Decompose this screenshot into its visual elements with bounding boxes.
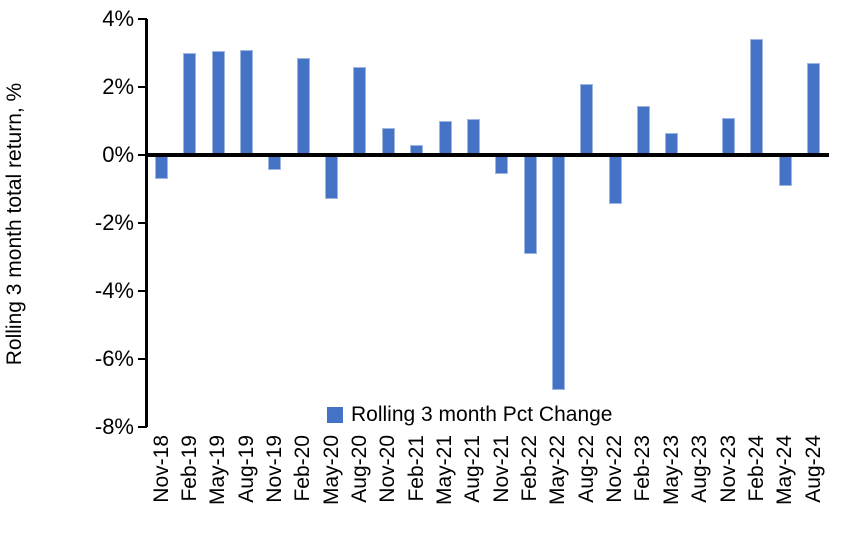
bar-Feb-22 — [523, 155, 537, 254]
x-tick-label-Aug-21: Aug-21 — [461, 435, 485, 503]
legend-swatch-icon — [327, 407, 343, 423]
x-tick-label-May-19: May-19 — [206, 435, 230, 506]
x-tick-label-Feb-21: Feb-21 — [404, 435, 428, 502]
bar-Feb-19 — [183, 53, 197, 155]
x-tick-label-Feb-20: Feb-20 — [291, 435, 315, 502]
bar-Feb-20 — [296, 58, 310, 155]
bar-Feb-24 — [750, 39, 764, 155]
x-tick-label-May-20: May-20 — [319, 435, 343, 506]
y-tick-label: -2% — [94, 210, 134, 235]
x-tick-label-May-23: May-23 — [659, 435, 683, 506]
zero-baseline — [145, 153, 829, 157]
x-tick-label-Feb-24: Feb-24 — [744, 435, 768, 502]
x-tick-label-Aug-24: Aug-24 — [801, 435, 825, 503]
x-tick-label-May-24: May-24 — [773, 435, 797, 506]
bar-Nov-21 — [495, 155, 509, 174]
y-tick-mark — [138, 222, 147, 224]
y-tick-label: -6% — [94, 346, 134, 371]
y-tick-mark — [138, 86, 147, 88]
x-tick-label-Aug-22: Aug-22 — [574, 435, 598, 503]
x-tick-label-Aug-20: Aug-20 — [347, 435, 371, 503]
bar-Nov-22 — [608, 155, 622, 205]
bar-Feb-23 — [636, 105, 650, 155]
y-tick-label: 0% — [102, 142, 134, 167]
x-tick-label-Nov-19: Nov-19 — [262, 435, 286, 503]
bar-Nov-20 — [381, 127, 395, 155]
y-tick-label: -8% — [94, 414, 134, 439]
bar-Aug-21 — [466, 119, 480, 155]
y-axis-title: Rolling 3 month total return, % — [3, 82, 26, 366]
bar-May-24 — [778, 155, 792, 186]
bar-Aug-22 — [580, 83, 594, 155]
bar-Aug-24 — [807, 63, 821, 155]
bar-May-22 — [551, 155, 565, 390]
y-tick-mark — [138, 290, 147, 292]
y-tick-label: 2% — [102, 74, 134, 99]
bar-Nov-23 — [722, 117, 735, 155]
x-tick-label-Aug-19: Aug-19 — [234, 435, 258, 503]
bar-May-19 — [211, 51, 225, 155]
x-tick-label-Nov-20: Nov-20 — [376, 435, 400, 503]
y-tick-mark — [138, 358, 147, 360]
bar-Nov-18 — [155, 155, 168, 179]
bar-Aug-20 — [353, 66, 367, 155]
legend: Rolling 3 month Pct Change — [327, 403, 613, 427]
x-tick-label-Nov-23: Nov-23 — [716, 435, 740, 503]
bar-Aug-19 — [240, 49, 254, 155]
x-tick-label-Nov-21: Nov-21 — [489, 435, 513, 503]
x-tick-label-Feb-19: Feb-19 — [177, 435, 201, 502]
x-tick-label-Feb-23: Feb-23 — [631, 435, 655, 502]
y-tick-mark — [138, 426, 147, 428]
x-tick-label-May-21: May-21 — [433, 435, 456, 506]
y-tick-mark — [138, 154, 147, 156]
x-tick-label-Nov-18: Nov-18 — [149, 435, 173, 503]
x-tick-label-May-22: May-22 — [546, 435, 570, 506]
legend-label: Rolling 3 month Pct Change — [351, 403, 613, 426]
y-tick-label: 4% — [102, 6, 134, 31]
bar-May-21 — [438, 121, 452, 155]
y-tick-mark — [138, 18, 147, 20]
x-tick-label-Feb-22: Feb-22 — [518, 435, 542, 502]
x-tick-label-Aug-23: Aug-23 — [688, 435, 712, 503]
bar-Nov-19 — [268, 155, 282, 171]
y-axis-line — [145, 19, 148, 427]
x-tick-label-Nov-22: Nov-22 — [603, 435, 627, 503]
bar-May-20 — [325, 155, 339, 200]
y-tick-label: -4% — [94, 278, 134, 303]
bar-May-23 — [665, 132, 679, 155]
